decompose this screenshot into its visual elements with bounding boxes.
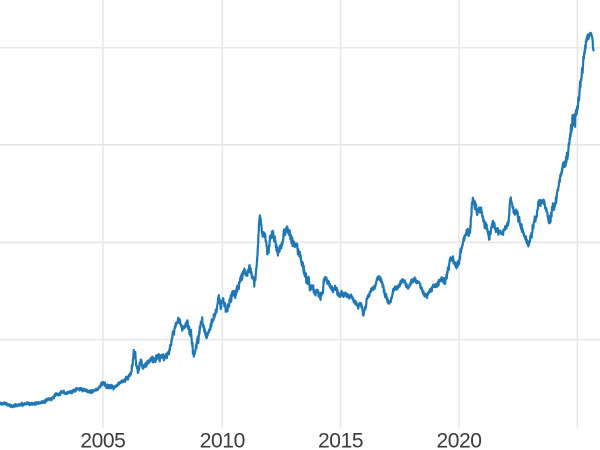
svg-text:2010: 2010 [200, 429, 245, 450]
svg-text:2015: 2015 [318, 429, 363, 450]
svg-text:2020: 2020 [436, 429, 481, 450]
svg-text:2005: 2005 [80, 429, 125, 450]
